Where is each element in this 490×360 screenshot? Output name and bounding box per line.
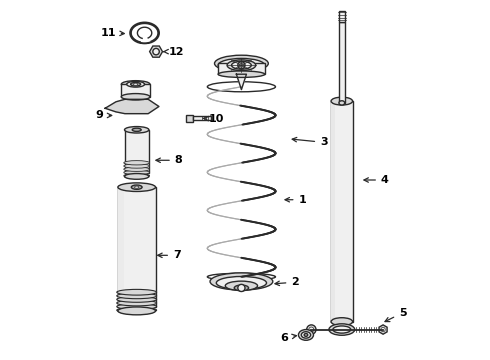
FancyBboxPatch shape [118,187,155,307]
Wedge shape [139,44,150,49]
Text: 10: 10 [203,114,224,124]
Ellipse shape [333,326,351,333]
FancyBboxPatch shape [331,101,335,321]
Text: 3: 3 [292,138,328,147]
Ellipse shape [227,60,256,71]
Text: 12: 12 [163,46,185,57]
Ellipse shape [304,333,308,336]
Circle shape [238,284,245,292]
Polygon shape [105,99,159,114]
Ellipse shape [301,332,311,338]
Ellipse shape [339,101,344,105]
Ellipse shape [117,304,157,310]
Circle shape [307,325,316,334]
Text: 11: 11 [100,28,124,38]
Ellipse shape [131,185,142,189]
Ellipse shape [124,170,149,175]
Ellipse shape [331,318,353,325]
Ellipse shape [298,329,314,340]
Ellipse shape [215,55,269,72]
Ellipse shape [117,297,157,302]
FancyBboxPatch shape [193,116,211,121]
Ellipse shape [216,276,267,289]
Ellipse shape [124,127,149,133]
Ellipse shape [331,97,353,105]
Ellipse shape [225,281,258,291]
Ellipse shape [218,58,265,72]
FancyBboxPatch shape [218,63,265,74]
Ellipse shape [117,289,157,295]
Ellipse shape [132,128,141,131]
Circle shape [381,327,385,332]
FancyBboxPatch shape [124,130,149,173]
Ellipse shape [117,293,157,299]
Ellipse shape [122,81,150,88]
FancyBboxPatch shape [118,187,123,307]
Circle shape [153,48,159,55]
FancyBboxPatch shape [122,84,150,97]
Text: 8: 8 [156,155,183,165]
Circle shape [238,62,245,69]
Ellipse shape [131,82,141,86]
Ellipse shape [117,300,157,306]
Ellipse shape [124,174,149,178]
Ellipse shape [126,81,145,87]
Ellipse shape [124,167,149,171]
Ellipse shape [210,273,273,290]
Circle shape [309,327,314,332]
Ellipse shape [124,161,149,165]
Circle shape [240,63,243,67]
Text: 4: 4 [364,175,389,185]
Polygon shape [236,74,246,90]
Text: 1: 1 [285,195,306,205]
Ellipse shape [135,186,139,188]
Ellipse shape [329,324,355,335]
Ellipse shape [122,94,150,100]
Text: 5: 5 [385,308,407,321]
FancyBboxPatch shape [339,22,344,103]
FancyBboxPatch shape [339,12,344,22]
Ellipse shape [124,164,149,168]
Ellipse shape [218,71,265,77]
Ellipse shape [133,83,138,85]
Ellipse shape [118,183,155,192]
Ellipse shape [118,307,155,315]
Text: 9: 9 [96,111,112,121]
Text: 2: 2 [275,277,299,287]
Text: 6: 6 [280,333,296,343]
FancyBboxPatch shape [331,101,353,321]
Ellipse shape [234,285,248,291]
Ellipse shape [117,307,157,313]
Text: 7: 7 [158,250,181,260]
Ellipse shape [124,174,149,179]
FancyBboxPatch shape [186,115,193,122]
Ellipse shape [232,61,251,69]
